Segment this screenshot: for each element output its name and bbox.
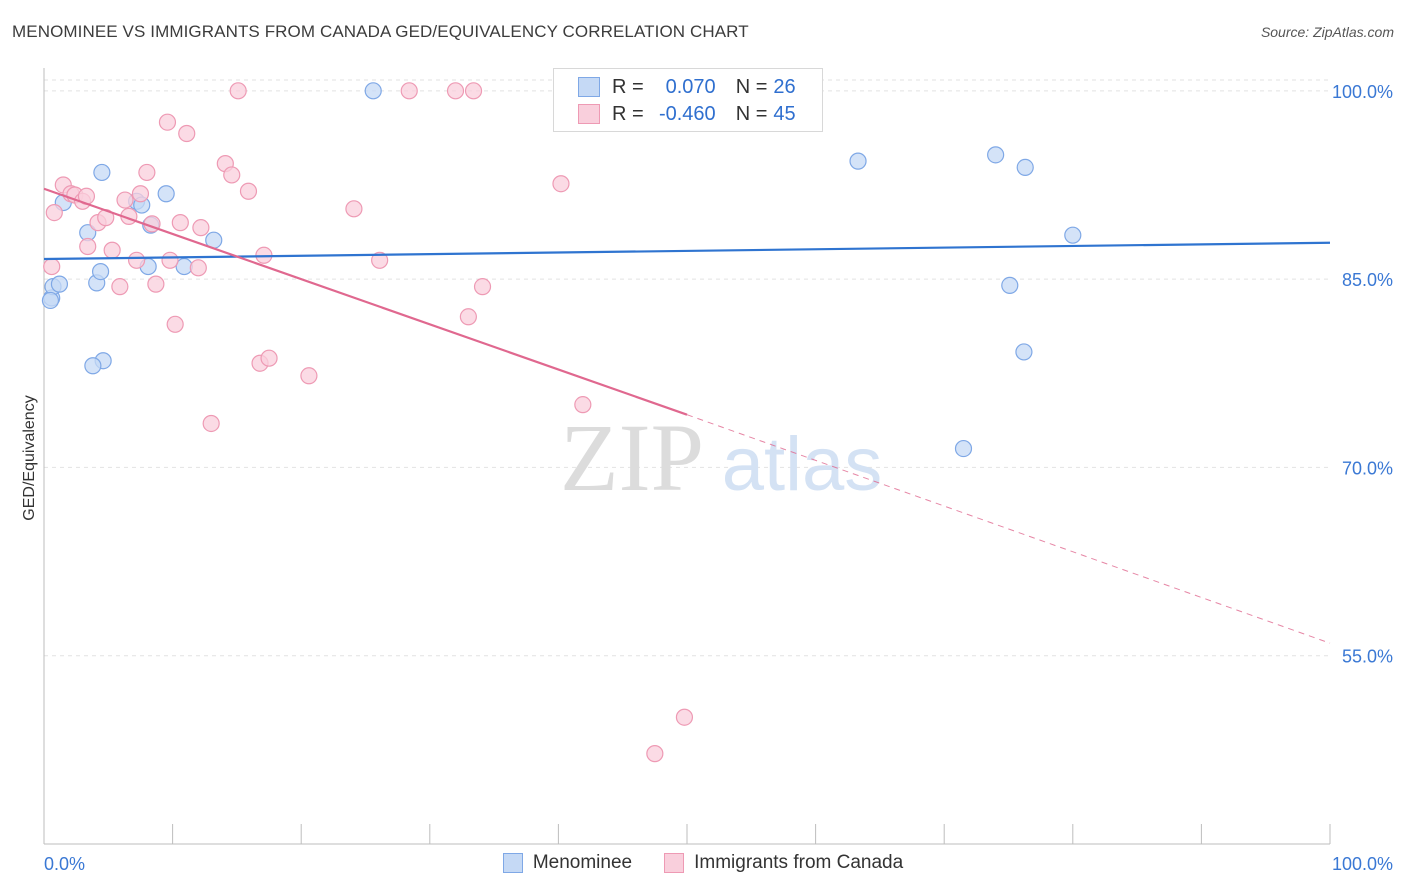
legend-swatch-pink	[664, 853, 685, 873]
canada-trend-line	[43, 187, 688, 416]
canada-point	[166, 315, 184, 333]
canada-point	[300, 367, 318, 385]
legend-r-label: R =	[612, 75, 644, 98]
canada-point	[239, 182, 258, 200]
canada-point	[345, 200, 363, 218]
legend-row-canada: R = -0.460 N = 45	[578, 102, 796, 126]
canada-point	[192, 219, 210, 237]
canada-point	[43, 257, 61, 276]
menominee-point	[91, 262, 110, 281]
watermark-zip: ZIP	[560, 404, 704, 511]
canada-point	[131, 185, 150, 203]
legend-n-label: N =	[735, 75, 768, 98]
legend-label-menominee: Menominee	[532, 852, 633, 873]
legend-item-canada[interactable]: Immigrants from Canada	[664, 852, 903, 874]
legend-item-menominee[interactable]: Menominee	[502, 852, 633, 874]
legend-r-value: 0.070	[665, 75, 716, 98]
menominee-point	[41, 291, 60, 310]
canada-point	[189, 259, 207, 277]
canada-point	[103, 241, 121, 259]
legend-swatch-pink	[578, 104, 600, 124]
canada-point	[464, 82, 483, 100]
x-tick-label: 0.0%	[44, 854, 85, 874]
legend-swatch-blue	[502, 853, 523, 873]
canada-point	[111, 278, 129, 296]
canada-point	[552, 175, 570, 193]
canada-point	[473, 278, 492, 296]
y-tick-label: 100.0%	[1332, 82, 1393, 102]
series-legend: Menominee Immigrants from Canada	[0, 852, 1406, 874]
canada-point	[171, 214, 189, 232]
legend-r-label: R =	[612, 102, 644, 125]
menominee-point	[93, 163, 111, 182]
menominee-point	[1016, 158, 1034, 177]
canada-point	[646, 745, 664, 763]
menominee-point	[849, 152, 867, 170]
menominee-point	[157, 185, 175, 203]
legend-row-menominee: R = 0.070 N = 26	[578, 75, 796, 99]
x-tick-label: 100.0%	[1332, 854, 1393, 874]
canada-trend-extension	[686, 414, 1331, 644]
menominee-point	[1015, 343, 1033, 361]
legend-n-value: 26	[773, 75, 796, 98]
menominee-point	[954, 439, 973, 458]
legend-n-value: 45	[773, 102, 796, 125]
menominee-point	[1064, 226, 1082, 244]
canada-point	[260, 349, 278, 367]
stats-legend: R = 0.070 N = 26 R = -0.460 N = 45	[553, 68, 823, 132]
canada-point	[178, 124, 196, 143]
canada-point	[138, 163, 156, 182]
y-tick-label: 70.0%	[1342, 458, 1393, 478]
menominee-point	[364, 82, 382, 100]
legend-n-label: N =	[735, 102, 768, 125]
menominee-point	[987, 146, 1005, 164]
legend-label-canada: Immigrants from Canada	[694, 852, 904, 873]
canada-point	[574, 396, 592, 414]
canada-point	[371, 251, 389, 269]
y-tick-label: 55.0%	[1342, 647, 1393, 667]
menominee-point	[50, 275, 69, 293]
source-label: Source: ZipAtlas.com	[1260, 24, 1394, 40]
canada-point	[459, 308, 477, 326]
canada-point	[400, 82, 418, 100]
canada-point	[116, 191, 134, 209]
canada-point	[223, 166, 241, 184]
canada-point	[446, 82, 465, 100]
canada-point	[161, 251, 179, 269]
canada-point	[229, 82, 247, 100]
canada-point	[202, 414, 220, 433]
y-tick-label: 85.0%	[1342, 270, 1393, 290]
legend-r-value: -0.460	[658, 102, 716, 125]
canada-point	[158, 113, 177, 131]
canada-point	[147, 275, 165, 293]
canada-point	[45, 203, 63, 222]
menominee-point	[1001, 276, 1019, 294]
canada-point	[127, 251, 146, 269]
chart-title: MENOMINEE VS IMMIGRANTS FROM CANADA GED/…	[12, 22, 749, 41]
canada-point	[675, 708, 694, 726]
menominee-point	[84, 357, 102, 375]
menominee-trend-line	[43, 241, 1331, 261]
watermark-atlas: atlas	[722, 422, 883, 507]
y-axis-title: GED/Equivalency	[21, 395, 38, 520]
legend-swatch-blue	[578, 77, 600, 97]
canada-point	[79, 237, 97, 256]
